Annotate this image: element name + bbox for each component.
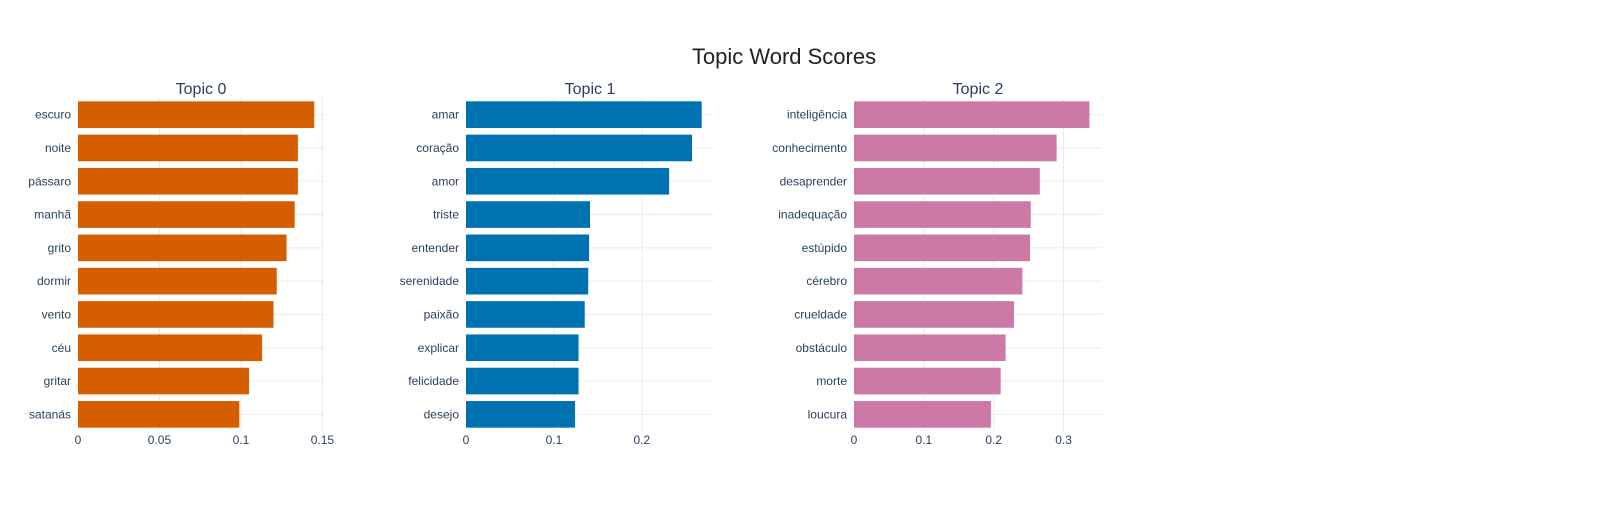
bar-gritar [78,367,250,395]
bar-loucura [854,401,991,428]
category-label: morte [816,374,847,388]
bar-grito [78,234,287,262]
bar-desejo [466,401,576,428]
category-label: serenidade [400,274,460,288]
subplot-panels: Topic 0 escuro noite pássaro manhã grito dormi… [28,81,1102,447]
x-tick-label: 0.15 [311,433,335,447]
category-label: explicar [418,341,459,355]
bar-entender [466,234,590,262]
category-label: desejo [424,407,460,421]
bar-desaprender [854,167,1040,195]
x-tick-label: 0.1 [546,433,563,447]
topic-0-panel: Topic 0 escuro noite pássaro manhã grito dormi… [28,81,334,447]
x-tick-label: 0.1 [916,433,933,447]
x-tick-label: 0.2 [985,433,1002,447]
category-label: amar [432,108,459,122]
category-label: felicidade [408,374,459,388]
x-tick-label: 0.05 [148,433,172,447]
category-label: desaprender [780,174,847,188]
figure-title: Topic Word Scores [692,44,876,69]
x-tick-label: 0 [463,433,470,447]
bar-dormir [78,267,277,295]
bar-triste [466,201,590,228]
bar-crueldade [854,301,1014,328]
bar-obstáculo [854,334,1006,362]
x-tick-label: 0 [851,433,858,447]
bar-satanás [78,401,240,428]
category-label: loucura [808,407,848,421]
bar-coração [466,134,693,162]
category-label: conhecimento [772,141,847,155]
category-label: gritar [44,374,71,388]
category-label: amor [432,174,459,188]
category-label: entender [412,241,459,255]
category-label: estúpido [802,241,848,255]
bar-inteligência [854,101,1090,128]
topic-2-title: Topic 2 [953,81,1004,98]
bar-vento [78,301,274,328]
category-label: cérebro [806,274,847,288]
topic-1-panel: Topic 1 amar coração amor triste entender sere… [400,81,714,447]
category-label: manhã [34,208,71,222]
category-label: inteligência [787,108,847,122]
bar-manhã [78,201,295,228]
bar-felicidade [466,367,579,395]
bar-estúpido [854,234,1031,262]
category-label: inadequação [778,208,847,222]
x-tick-label: 0.3 [1055,433,1072,447]
category-label: satanás [29,407,71,421]
category-label: crueldade [794,307,847,321]
x-tick-label: 0.2 [634,433,651,447]
category-label: noite [45,141,71,155]
bar-cérebro [854,267,1023,295]
category-label: escuro [35,108,71,122]
bar-céu [78,334,263,362]
category-label: vento [42,307,72,321]
bar-morte [854,367,1001,395]
bar-amar [466,101,702,128]
x-tick-label: 0.1 [233,433,250,447]
topic-1-title: Topic 1 [565,81,616,98]
bar-serenidade [466,267,589,295]
bar-amor [466,167,670,195]
bar-explicar [466,334,579,362]
bar-conhecimento [854,134,1057,162]
category-label: céu [52,341,71,355]
topic-2-panel: Topic 2 inteligência conhecimento desaprend… [772,81,1102,447]
bar-inadequação [854,201,1031,228]
bar-paixão [466,301,585,328]
category-label: grito [48,241,72,255]
category-label: triste [433,208,459,222]
topic-0-title: Topic 0 [176,81,227,98]
category-label: pássaro [28,174,71,188]
category-label: dormir [37,274,71,288]
bar-pássaro [78,167,298,195]
category-label: obstáculo [796,341,848,355]
bar-escuro [78,101,315,128]
x-tick-label: 0 [75,433,82,447]
category-label: paixão [424,307,460,321]
category-label: coração [416,141,459,155]
bar-noite [78,134,298,162]
